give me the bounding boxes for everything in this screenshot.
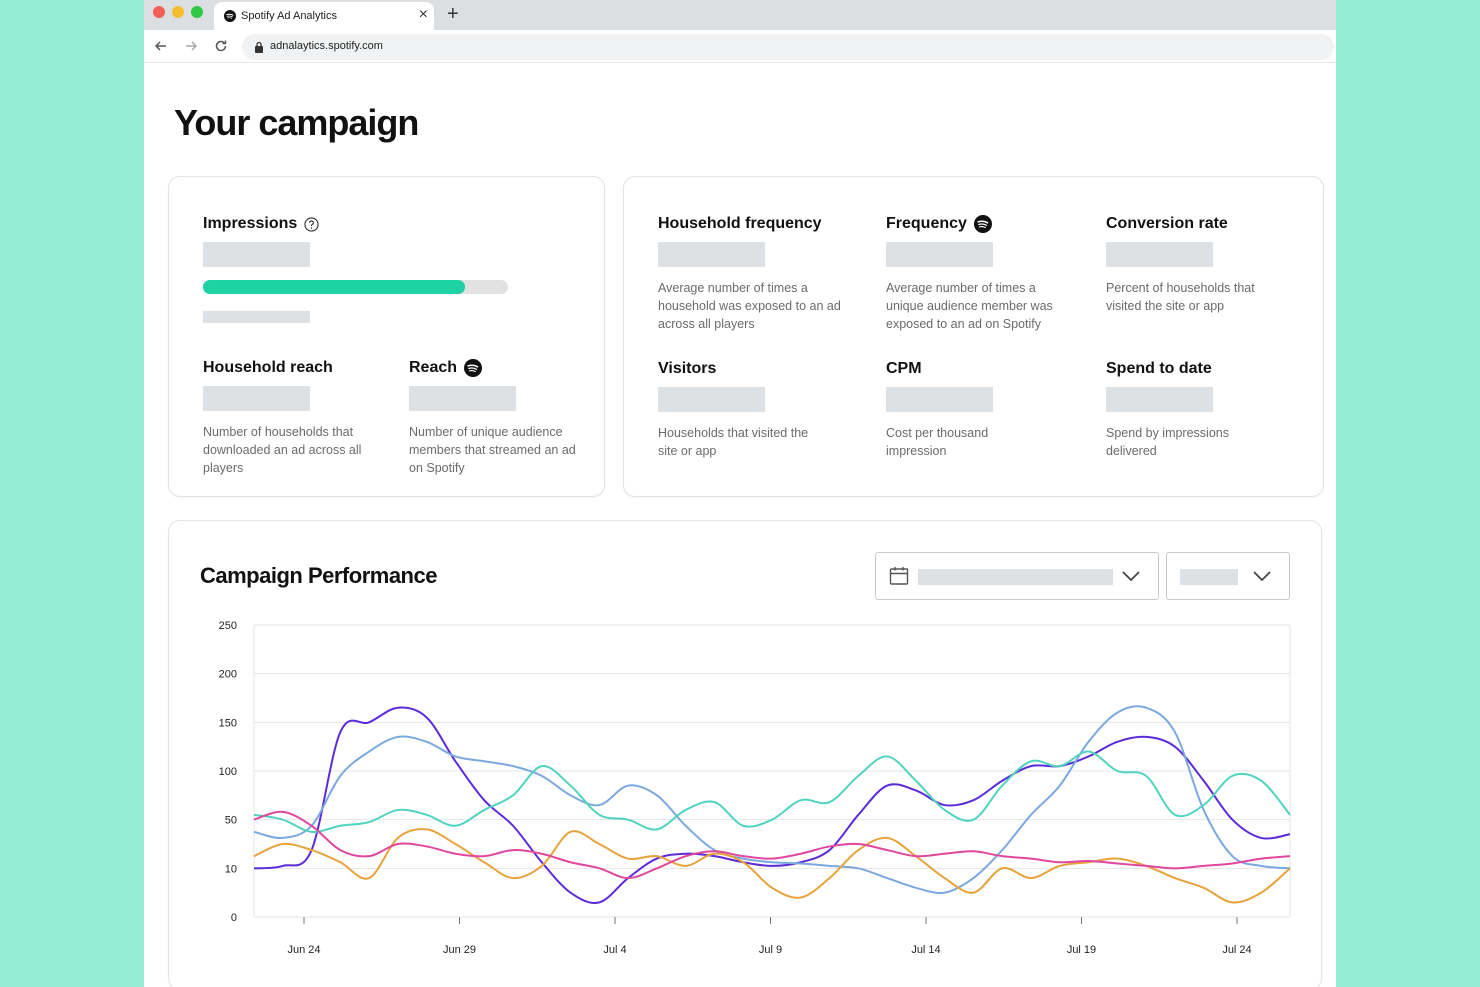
reload-icon[interactable] bbox=[213, 38, 229, 54]
cpm-description: Cost per thousand impression bbox=[886, 426, 989, 458]
tab-strip: Spotify Ad Analytics × + bbox=[144, 0, 1336, 30]
y-tick-label: 0 bbox=[231, 912, 237, 924]
impressions-subtext-placeholder bbox=[203, 311, 310, 323]
maximize-window-button[interactable] bbox=[191, 6, 203, 18]
cpm-value-placeholder bbox=[886, 387, 993, 412]
browser-tab[interactable]: Spotify Ad Analytics × bbox=[214, 2, 434, 30]
reach-value-placeholder bbox=[409, 386, 516, 411]
spend-to-date-value-placeholder bbox=[1106, 387, 1213, 412]
visitors-description: Households that visited the site or app bbox=[658, 426, 809, 458]
close-window-button[interactable] bbox=[153, 6, 165, 18]
impressions-progress-fill bbox=[203, 280, 466, 294]
lock-icon bbox=[255, 41, 263, 53]
visitors-metric: Visitors Households that visited the sit… bbox=[658, 359, 818, 460]
metric-filter-dropdown[interactable] bbox=[1166, 552, 1290, 600]
spend-to-date-label: Spend to date bbox=[1106, 360, 1212, 377]
conversion-rate-metric: Conversion rate Percent of households th… bbox=[1106, 214, 1276, 315]
plus-icon[interactable]: + bbox=[447, 3, 459, 25]
series-line bbox=[253, 750, 1291, 833]
household-frequency-metric: Household frequency Average number of ti… bbox=[658, 214, 848, 333]
spotify-icon bbox=[224, 10, 236, 22]
conversion-rate-description: Percent of households that visited the s… bbox=[1106, 281, 1255, 313]
household-reach-metric: Household reach Number of households tha… bbox=[203, 358, 383, 477]
y-tick-label: 10 bbox=[225, 863, 237, 875]
household-frequency-label: Household frequency bbox=[658, 215, 822, 232]
date-range-dropdown[interactable] bbox=[875, 552, 1159, 600]
spotify-icon bbox=[464, 359, 483, 377]
cpm-label: CPM bbox=[886, 360, 922, 377]
performance-line-chart: 0 10 50 100 150 200 250 Jun 24 Jun 29 Jul 4 Jul 9 J… bbox=[219, 620, 1291, 956]
browser-toolbar: adnalaytics.spotify.com bbox=[144, 30, 1336, 63]
conversion-rate-value-placeholder bbox=[1106, 242, 1213, 267]
impressions-value-placeholder bbox=[203, 242, 310, 267]
calendar-icon bbox=[889, 567, 909, 585]
series-line bbox=[253, 705, 1291, 895]
series-line bbox=[253, 706, 1291, 904]
visitors-value-placeholder bbox=[658, 387, 765, 412]
x-tick-label: Jul 14 bbox=[911, 944, 940, 956]
help-icon[interactable] bbox=[304, 216, 319, 232]
household-frequency-description: Average number of times a household was … bbox=[658, 281, 841, 331]
y-tick-label: 50 bbox=[225, 815, 237, 827]
impressions-label: Impressions bbox=[203, 214, 319, 234]
url-text: adnalaytics.spotify.com bbox=[270, 40, 383, 52]
campaign-performance-card: Campaign Performance 0 10 50 100 150 200 250 Ju… bbox=[168, 520, 1322, 987]
forward-arrow-icon[interactable] bbox=[183, 38, 199, 54]
x-tick-label: Jun 24 bbox=[287, 944, 320, 956]
spend-to-date-metric: Spend to date Spend by impressions deliv… bbox=[1106, 359, 1276, 460]
reach-metric: Reach Number of unique audience members … bbox=[409, 358, 579, 477]
spotify-icon bbox=[973, 215, 992, 233]
x-tick-label: Jul 9 bbox=[759, 944, 782, 956]
browser-window: Spotify Ad Analytics × + adnalaytics.spo… bbox=[144, 0, 1336, 987]
cpm-metric: CPM Cost per thousand impression bbox=[886, 359, 1036, 460]
series-line bbox=[253, 810, 1291, 880]
frequency-metric: Frequency Average number of times a uniq… bbox=[886, 214, 1076, 333]
x-tick-label: Jul 4 bbox=[603, 944, 626, 956]
page-title: Your campaign bbox=[174, 102, 419, 143]
x-tick-label: Jul 19 bbox=[1067, 944, 1096, 956]
address-bar[interactable]: adnalaytics.spotify.com bbox=[242, 34, 1334, 60]
y-tick-label: 200 bbox=[219, 669, 237, 681]
tab-title: Spotify Ad Analytics bbox=[241, 10, 337, 22]
chevron-down-icon bbox=[1253, 571, 1271, 582]
chart-title: Campaign Performance bbox=[200, 563, 437, 588]
reach-summary-card: Impressions Household reach Number of ho… bbox=[168, 176, 605, 497]
frequency-description: Average number of times a unique audienc… bbox=[886, 281, 1053, 331]
spend-to-date-description: Spend by impressions delivered bbox=[1106, 426, 1229, 458]
x-tick-label: Jul 24 bbox=[1222, 944, 1251, 956]
household-frequency-value-placeholder bbox=[658, 242, 765, 267]
minimize-window-button[interactable] bbox=[172, 6, 184, 18]
date-range-value-placeholder bbox=[918, 569, 1113, 585]
x-tick-label: Jun 29 bbox=[443, 944, 476, 956]
impressions-progress-bar bbox=[203, 280, 508, 294]
household-reach-value-placeholder bbox=[203, 386, 310, 411]
visitors-label: Visitors bbox=[658, 360, 717, 377]
frequency-value-placeholder bbox=[886, 242, 993, 267]
y-tick-label: 250 bbox=[219, 620, 237, 632]
y-tick-label: 150 bbox=[219, 717, 237, 729]
frequency-label: Frequency bbox=[886, 214, 1076, 234]
household-reach-description: Number of households that downloaded an … bbox=[203, 425, 362, 475]
close-icon[interactable]: × bbox=[418, 6, 428, 23]
back-arrow-icon[interactable] bbox=[153, 38, 169, 54]
household-reach-label: Household reach bbox=[203, 359, 333, 376]
engagement-metrics-card: Household frequency Average number of ti… bbox=[623, 176, 1324, 497]
y-tick-label: 100 bbox=[219, 766, 237, 778]
conversion-rate-label: Conversion rate bbox=[1106, 215, 1228, 232]
impressions-metric: Impressions bbox=[203, 214, 319, 267]
metric-filter-value-placeholder bbox=[1180, 569, 1238, 585]
series-line bbox=[253, 828, 1291, 904]
chevron-down-icon bbox=[1122, 571, 1140, 582]
reach-description: Number of unique audience members that s… bbox=[409, 425, 576, 475]
reach-label: Reach bbox=[409, 358, 579, 378]
